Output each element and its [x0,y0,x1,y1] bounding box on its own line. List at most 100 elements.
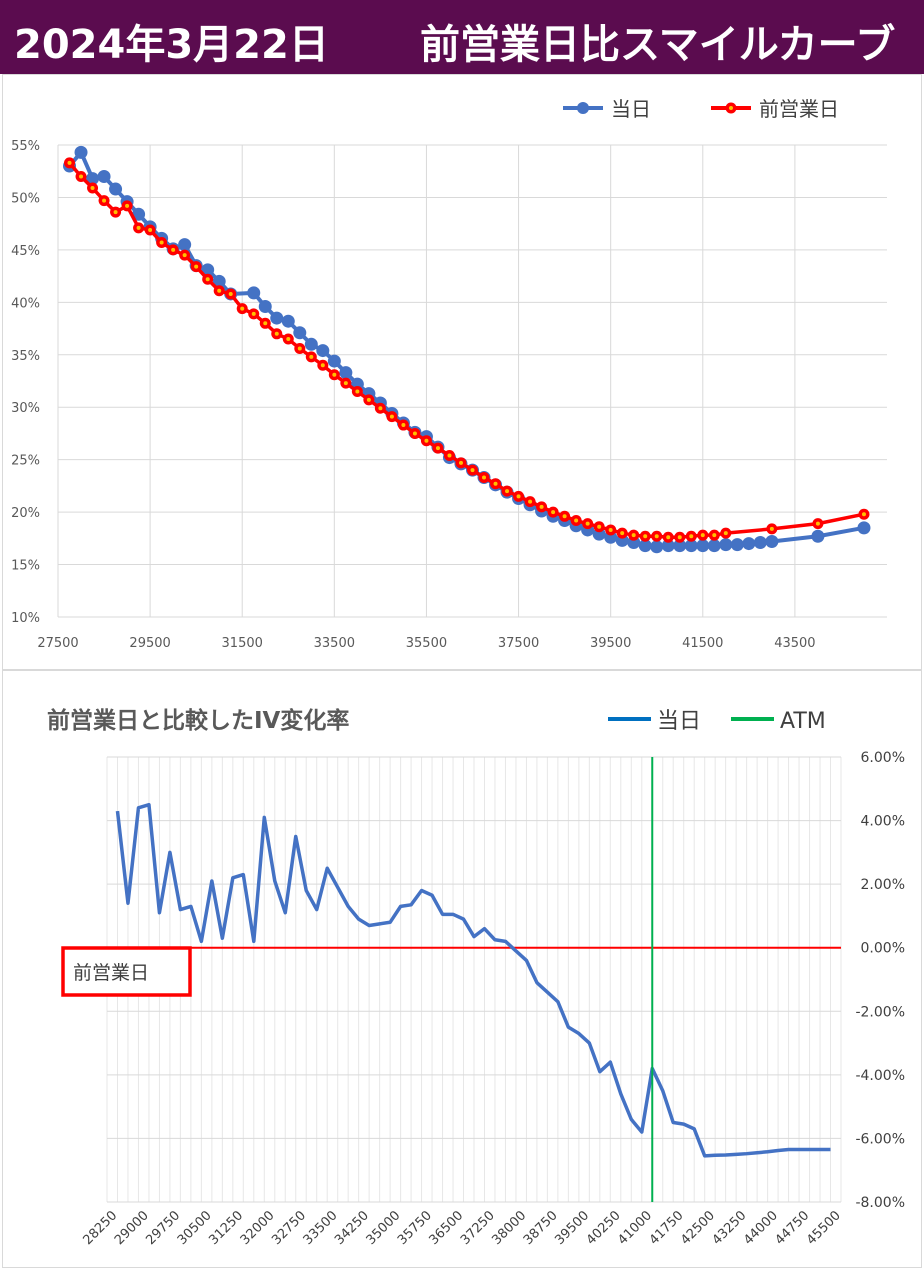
prev-series-point-center [654,534,659,539]
prev-series-point-center [528,499,533,504]
prev-series-point-center [102,198,107,203]
prev-day-label: 前営業日 [73,962,149,984]
prev-series-point-center [631,533,636,538]
prev-series-point-center [620,531,625,536]
prev-series-point-center [700,533,705,538]
y-tick-label: 2.00% [861,877,905,893]
prev-series-point-center [643,534,648,539]
iv-change-chart: 6.00% 4.00% 2.00% 0.00% -2.00% -4.00% -6.00% -8… [47,707,905,1248]
prev-series-point-center [769,526,774,531]
x-tick-label: 44750 [773,1208,813,1248]
today-series-point [201,263,215,277]
prev-series-point-center [424,438,429,443]
prev-series-point-center [689,534,694,539]
smile-curve-chart: 10% 15% 20% 25% 30% 35% 40% 45% 50% 55% 27500 29500… [11,97,887,651]
prev-series-point-center [677,535,682,540]
x-tick-label: 27500 [37,636,78,651]
y-tick-label: 50% [11,191,40,206]
today-series-point [719,538,733,552]
prev-series-point-center [125,203,130,208]
x-tick-label: 34250 [332,1208,372,1248]
legend-prev-label: 前営業日 [759,97,839,121]
iv-change-panel: 6.00% 4.00% 2.00% 0.00% -2.00% -4.00% -6.00% -8… [2,670,922,1268]
x-tick-label: 33500 [301,1208,341,1248]
header-date: 2024年3月22日 [14,22,329,68]
x-tick-label: 30500 [175,1208,215,1248]
x-tick-label: 29500 [129,636,170,651]
y-tick-label: -8.00% [855,1195,905,1211]
x-tick-label: 36500 [426,1208,466,1248]
y-tick-label: -2.00% [855,1004,905,1020]
prev-series-point-center [205,277,210,282]
legend-prev-marker-center [729,106,733,110]
prev-series-point-center [539,504,544,509]
prev-series-point-center [412,431,417,436]
y-tick-label: 30% [11,401,40,416]
chart-title: 前営業日と比較したIV変化率 [47,707,349,734]
today-series-point [178,238,192,252]
today-series-point [661,539,675,553]
x-tick-label: 37500 [498,636,539,651]
x-tick-label: 41500 [682,636,723,651]
prev-series-point-center [171,247,176,252]
prev-series-point-center [458,460,463,465]
x-tick-label: 28250 [80,1208,120,1248]
today-series-point [707,539,721,553]
prev-series-point-center [551,510,556,515]
x-tick-label: 43250 [710,1208,750,1248]
smile-curve-panel: 10% 15% 20% 25% 30% 35% 40% 45% 50% 55% 27500 29500… [2,74,922,670]
today-series-line [67,150,865,549]
today-series-point [730,538,744,552]
prev-series-point-center [585,521,590,526]
x-tick-label: 32000 [238,1208,278,1248]
prev-series-point-center [240,306,245,311]
x-tick-label: 39500 [552,1208,592,1248]
x-tick-label: 32750 [269,1208,309,1248]
y-tick-label: 6.00% [861,750,905,766]
prev-series-point-center [320,363,325,368]
y-tick-label: 35% [11,349,40,364]
prev-series-point-center [447,453,452,458]
x-tick-label: 44000 [741,1208,781,1248]
y-tick-label: 4.00% [861,814,905,830]
today-series-point [765,534,779,548]
today-series-point [109,182,123,196]
prev-series-point-center [516,494,521,499]
today-series-point [638,539,652,553]
today-series-point [74,145,88,159]
prev-series-point-center [159,240,164,245]
prev-series-point-center [136,225,141,230]
x-tick-label: 39500 [590,636,631,651]
today-change-line [115,802,831,1158]
today-series-point [696,539,710,553]
x-tick-label: 35500 [406,636,447,651]
x-tick-label: 35000 [364,1208,404,1248]
x-tick-label: 33500 [314,636,355,651]
y-tick-label: 10% [11,611,40,626]
prev-series-point-center [470,468,475,473]
x-tick-label: 35750 [395,1208,435,1248]
legend-today-marker [577,102,589,114]
prev-series-point-center [113,210,118,215]
prev-series-point-center [251,311,256,316]
today-series-point [316,344,330,358]
y-tick-label: 0.00% [861,941,905,957]
today-series-point [339,366,353,380]
header-title: 前営業日比スマイルカーブ [420,22,896,68]
prev-series-point-center [505,489,510,494]
header-bar: 2024年3月22日 前営業日比スマイルカーブ [0,0,924,74]
today-series-point [281,314,295,328]
today-series-point [327,354,341,368]
prev-series-point-center [723,531,728,536]
prev-series-point-center [861,512,866,517]
prev-series-point-center [389,414,394,419]
x-tick-label: 45500 [804,1208,844,1248]
x-tick-label: 38000 [489,1208,529,1248]
today-series-point [86,172,100,186]
prev-series-point-center [608,527,613,532]
today-series-point [857,521,871,535]
legend-today-label: 当日 [611,97,651,121]
today-series-point [293,326,307,340]
x-tick-label: 43500 [774,636,815,651]
x-tick-label: 29750 [143,1208,183,1248]
